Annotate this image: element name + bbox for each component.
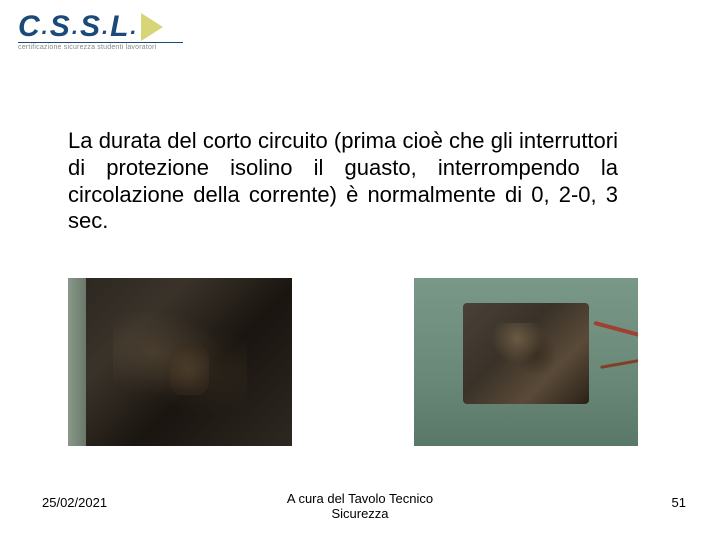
slide-paragraph: La durata del corto circuito (prima cioè… <box>68 128 618 235</box>
damage-images-row <box>68 278 638 446</box>
damage-image-left <box>68 278 292 446</box>
damage-image-right <box>414 278 638 446</box>
cssl-logo: C.S.S.L. certificazione sicurezza studen… <box>18 10 183 51</box>
footer-credit-line2: Sicurezza <box>331 506 388 521</box>
logo-letter-s2: S <box>80 10 101 44</box>
logo-letter-l: L <box>110 10 129 44</box>
logo-letter-c: C <box>18 10 41 44</box>
logo-subtitle: certificazione sicurezza studenti lavora… <box>18 42 183 51</box>
footer-credit-line1: A cura del Tavolo Tecnico <box>287 491 433 506</box>
logo-letter-s1: S <box>50 10 71 44</box>
logo-arrow-icon <box>141 13 163 41</box>
footer-credit: A cura del Tavolo Tecnico Sicurezza <box>0 491 720 522</box>
footer-page-number: 51 <box>672 495 686 510</box>
logo-acronym: C.S.S.L. <box>18 10 183 44</box>
